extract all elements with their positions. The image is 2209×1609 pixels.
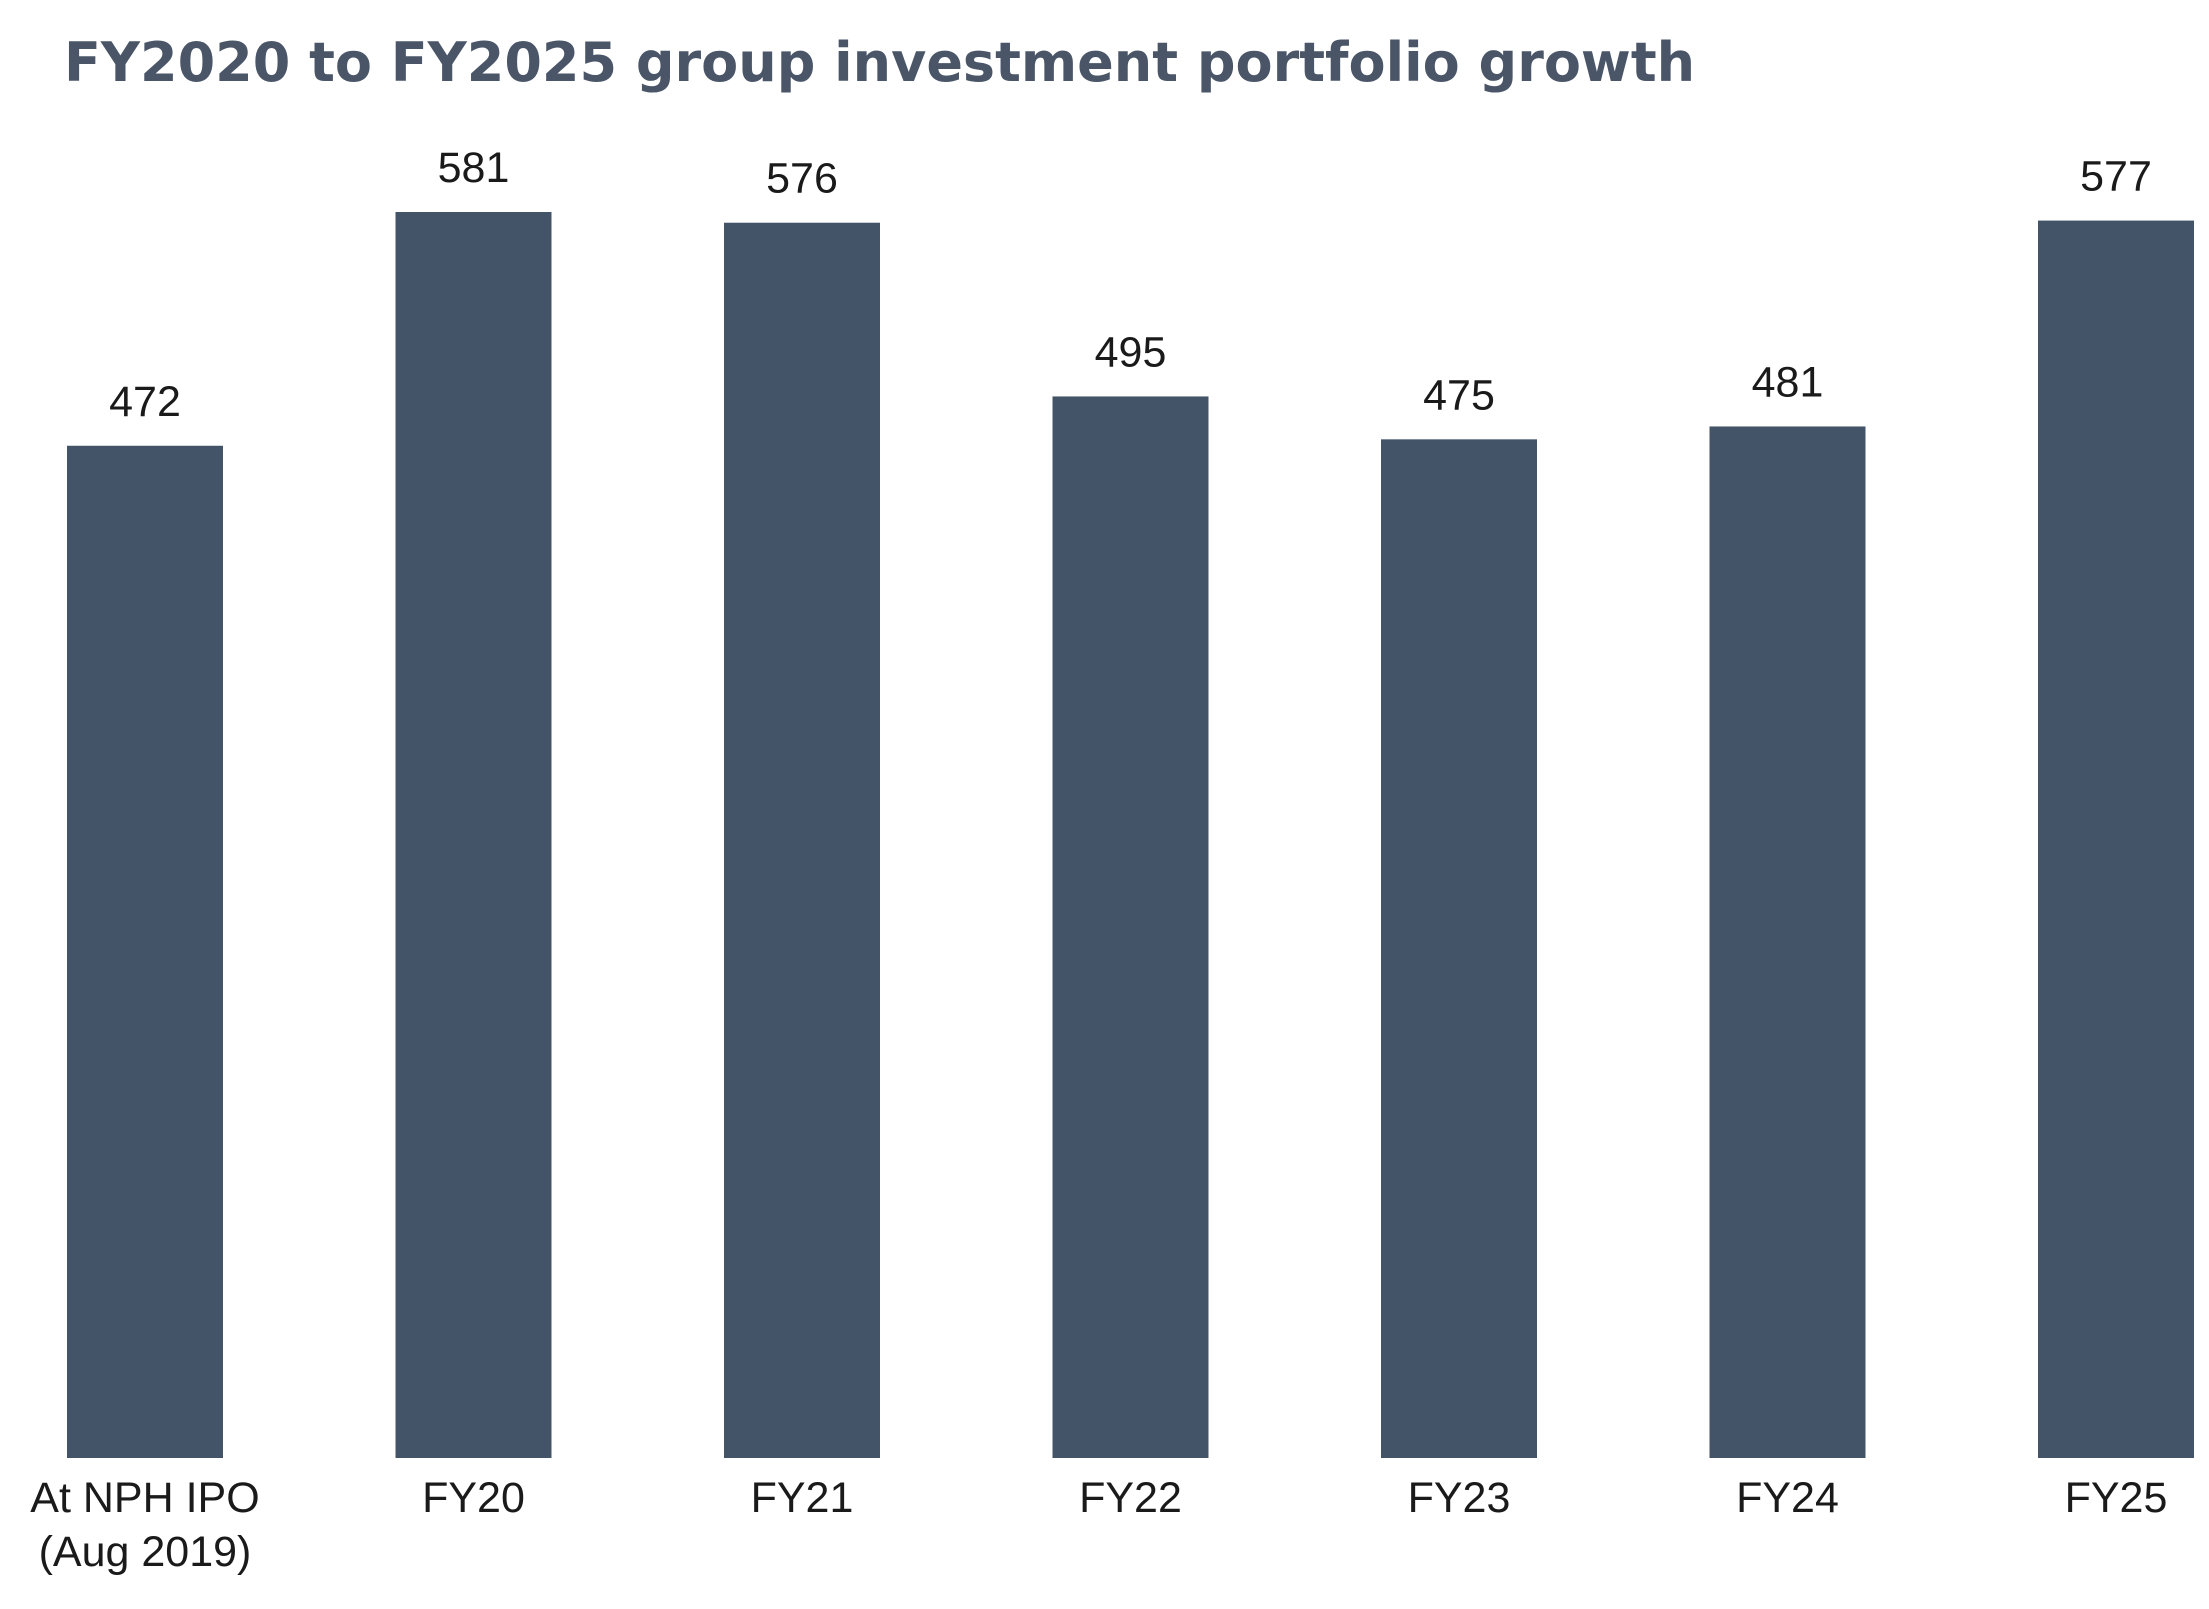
category-label: FY23 <box>1408 1474 1511 1522</box>
category-label: At NPH IPO <box>30 1474 259 1522</box>
category-label: FY22 <box>1079 1474 1182 1522</box>
category-label: FY21 <box>751 1474 854 1522</box>
chart-title: FY2020 to FY2025 group investment portfo… <box>64 31 1696 94</box>
bars-layer <box>67 212 2194 1459</box>
bar-value-label: 495 <box>1095 328 1167 376</box>
category-label: FY20 <box>422 1474 525 1522</box>
category-label: FY24 <box>1736 1474 1839 1522</box>
bar-value-label: 475 <box>1423 371 1495 419</box>
bar-value-label: 581 <box>438 144 510 192</box>
bar-value-label: 481 <box>1752 358 1824 406</box>
bar <box>1709 426 1866 1459</box>
bar <box>724 222 880 1458</box>
bar-value-label: 472 <box>109 378 181 426</box>
bar <box>1381 439 1537 1458</box>
bar-value-label: 577 <box>2080 153 2152 201</box>
bar <box>2038 220 2194 1458</box>
bar <box>1052 396 1209 1459</box>
bar <box>395 212 552 1458</box>
bar-value-label: 576 <box>766 155 838 203</box>
bar <box>67 445 223 1458</box>
category-labels-layer: At NPH IPO (Aug 2019) FY20 FY21 FY22 FY23 FY24… <box>30 1474 2167 1576</box>
category-label: FY25 <box>2065 1474 2168 1522</box>
value-labels-layer: 472 581 576 495 475 481 577 <box>109 144 2152 426</box>
category-label: (Aug 2019) <box>39 1528 252 1576</box>
